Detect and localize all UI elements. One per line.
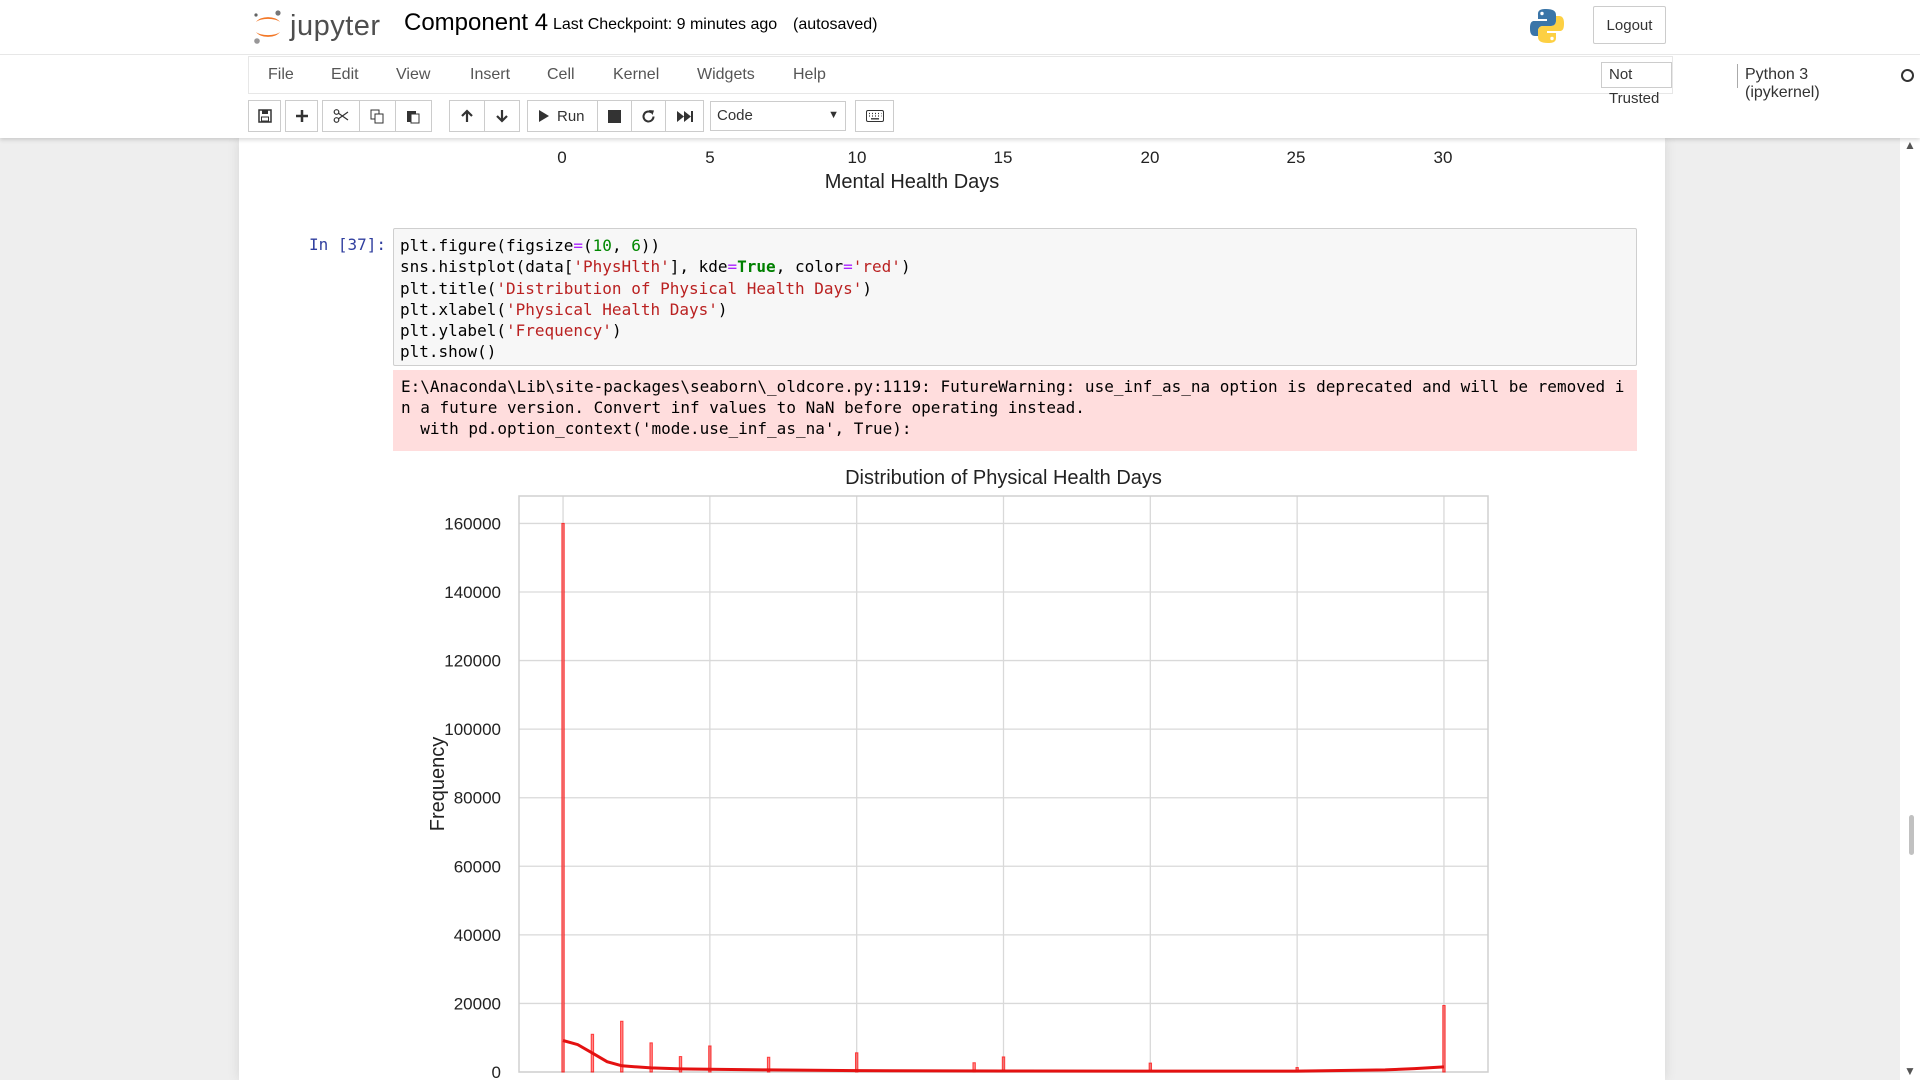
cell-input-prompt: In [37]: — [309, 235, 387, 254]
move-up-button[interactable] — [449, 100, 485, 132]
y-axis-label: Frequency — [427, 737, 449, 832]
y-tick-label: 60000 — [454, 857, 501, 876]
warning-line: with pd.option_context('mode.use_inf_as_… — [401, 419, 912, 438]
prev-x-tick: 5 — [705, 148, 715, 167]
header-bar: jupyter Component 4 Last Checkpoint: 9 m… — [0, 0, 1920, 55]
cell-type-value: Code — [717, 107, 753, 124]
y-tick-label: 120000 — [444, 652, 501, 671]
y-tick-label: 140000 — [444, 583, 501, 602]
cut-button[interactable] — [322, 100, 360, 132]
keyboard-icon — [865, 110, 884, 122]
code-editor[interactable]: plt.figure(figsize=(10, 6)) sns.histplot… — [393, 228, 1637, 366]
histogram-bar — [620, 1020, 624, 1073]
notebook-container: 0 5 10 15 20 25 30 Mental Health Days In… — [239, 138, 1665, 1080]
scissors-icon — [333, 109, 349, 123]
chart-title: Distribution of Physical Health Days — [845, 467, 1162, 489]
warning-line: n a future version. Convert inf values t… — [401, 398, 1085, 417]
code-line: plt.show() — [400, 342, 497, 362]
paste-button[interactable] — [395, 100, 432, 132]
histogram-bar — [708, 1045, 712, 1073]
fast-forward-icon — [677, 110, 693, 122]
kernel-name[interactable]: Python 3 (ipykernel) — [1745, 66, 1820, 101]
notebook-title[interactable]: Component 4 — [404, 9, 549, 36]
prev-x-tick: 20 — [1140, 148, 1160, 167]
jupyter-logo[interactable]: jupyter — [252, 6, 381, 46]
arrow-up-icon — [461, 109, 473, 122]
menu-widgets[interactable]: Widgets — [697, 66, 755, 83]
menu-insert[interactable]: Insert — [470, 66, 511, 83]
menu-edit[interactable]: Edit — [331, 66, 359, 83]
y-tick-label: 0 — [492, 1063, 501, 1080]
histogram-bar — [1442, 1004, 1446, 1073]
histogram-bar — [766, 1056, 771, 1073]
warning-line: E:\Anaconda\Lib\site-packages\seaborn\_o… — [401, 377, 1625, 396]
jupyter-logo-icon — [252, 8, 284, 44]
stop-icon — [608, 109, 621, 123]
histogram-chart: Distribution of Physical Health Days 0 200… — [427, 467, 1489, 1080]
kernel-divider — [1737, 64, 1738, 88]
page-scrollbar[interactable]: ▲ ▼ — [1900, 138, 1920, 1080]
save-icon — [257, 109, 272, 123]
plus-icon — [295, 110, 308, 122]
scrollbar-thumb[interactable] — [1909, 815, 1914, 855]
cell-type-select[interactable]: Code ▼ — [710, 101, 846, 131]
code-line: plt.ylabel('Frequency') — [400, 321, 622, 341]
toolbar: Run Code ▼ — [248, 100, 948, 134]
menu-kernel[interactable]: Kernel — [613, 66, 660, 83]
scroll-down-icon[interactable]: ▼ — [1904, 1064, 1916, 1078]
scroll-up-icon[interactable]: ▲ — [1904, 138, 1916, 152]
restart-icon — [642, 109, 655, 122]
menu-bar: File Edit View Insert Cell Kernel Widget… — [248, 56, 1914, 107]
prev-x-tick: 30 — [1433, 148, 1453, 167]
prev-x-tick: 0 — [557, 148, 567, 167]
menu-view[interactable]: View — [396, 66, 431, 83]
prev-x-axis-label: Mental Health Days — [824, 171, 1000, 193]
menu-cell[interactable]: Cell — [547, 66, 575, 83]
python-logo-icon — [1528, 7, 1566, 45]
checkpoint-status: Last Checkpoint: 9 minutes ago — [553, 16, 778, 33]
histogram-bar — [678, 1056, 683, 1073]
code-line: plt.figure(figsize=(10, 6)) — [400, 236, 661, 255]
notebook-header: jupyter Component 4 Last Checkpoint: 9 m… — [0, 0, 1920, 138]
run-button[interactable]: Run — [527, 100, 598, 132]
logo-text: jupyter — [290, 9, 381, 42]
copy-button[interactable] — [359, 100, 396, 132]
prev-x-tick: 25 — [1286, 148, 1306, 167]
kde-curve — [562, 1039, 1445, 1073]
command-palette-button[interactable] — [855, 100, 894, 132]
save-button[interactable] — [248, 100, 281, 132]
trust-status-button[interactable]: Not Trusted — [1601, 62, 1672, 107]
y-tick-label: 20000 — [454, 994, 501, 1013]
paste-icon — [407, 110, 420, 123]
y-tick-label: 80000 — [454, 789, 501, 808]
restart-button[interactable] — [631, 100, 666, 132]
stderr-output: E:\Anaconda\Lib\site-packages\seaborn\_o… — [393, 370, 1637, 451]
code-line: plt.xlabel('Physical Health Days') — [400, 299, 728, 319]
kernel-idle-icon — [1901, 69, 1914, 82]
run-label: Run — [557, 107, 585, 125]
y-tick-label: 40000 — [454, 926, 501, 945]
insert-cell-button[interactable] — [285, 100, 318, 132]
menu-help[interactable]: Help — [793, 66, 826, 83]
prev-x-tick: 10 — [847, 148, 867, 167]
prev-x-tick: 15 — [993, 148, 1013, 167]
chevron-down-icon: ▼ — [828, 109, 839, 121]
run-all-button[interactable] — [665, 100, 704, 132]
arrow-down-icon — [496, 110, 508, 123]
move-down-button[interactable] — [484, 100, 520, 132]
code-line: plt.title('Distribution of Physical Heal… — [400, 278, 873, 298]
histogram-bar — [561, 522, 565, 1073]
code-line: sns.histplot(data['PhysHlth'], kde=True,… — [400, 257, 911, 277]
interrupt-button[interactable] — [597, 100, 632, 132]
menu-file[interactable]: File — [268, 66, 294, 83]
autosave-status: (autosaved) — [793, 16, 878, 33]
y-tick-label: 160000 — [444, 514, 501, 533]
histogram-bar — [649, 1042, 653, 1073]
logout-button[interactable]: Logout — [1593, 6, 1666, 44]
y-tick-label: 100000 — [444, 720, 501, 739]
play-icon — [539, 110, 549, 122]
copy-icon — [370, 109, 384, 123]
